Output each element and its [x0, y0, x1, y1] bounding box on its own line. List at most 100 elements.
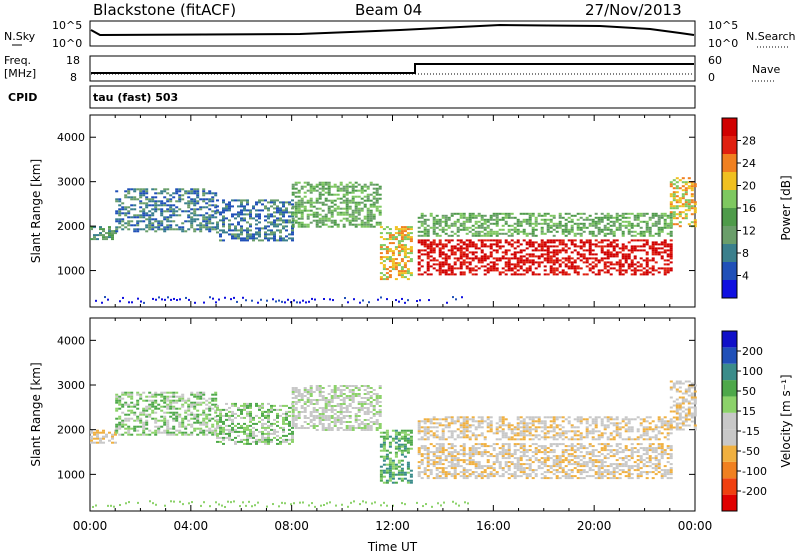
power-cell — [445, 223, 448, 225]
velocity-cell — [541, 473, 544, 475]
power-cell — [258, 199, 261, 201]
power-cell — [556, 259, 559, 261]
velocity-cell — [145, 434, 148, 436]
power-cell — [559, 227, 562, 229]
power-cell — [433, 251, 436, 253]
velocity-cell — [487, 467, 490, 469]
velocity-cell — [520, 445, 523, 447]
velocity-cell — [556, 463, 559, 465]
power-cell — [427, 219, 430, 221]
power-cell — [193, 220, 196, 222]
velocity-cell — [619, 457, 622, 459]
velocity-cell — [252, 419, 255, 421]
power-cell — [544, 215, 547, 217]
power-cell — [604, 265, 607, 267]
power-cell — [568, 239, 571, 241]
power-cell — [598, 219, 601, 221]
velocity-cell — [442, 473, 445, 475]
power-cell — [619, 251, 622, 253]
velocity-cell — [379, 411, 382, 413]
velocity-cell — [181, 398, 184, 400]
power-cell — [634, 217, 637, 219]
velocity-cell — [139, 420, 142, 422]
velocity-cell — [589, 443, 592, 445]
velocity-cell — [565, 459, 568, 461]
power-cell — [469, 263, 472, 265]
velocity-cell — [202, 414, 205, 416]
power-cell — [628, 217, 631, 219]
velocity-cell — [298, 389, 301, 391]
power-cell — [376, 202, 379, 204]
velocity-cell — [436, 451, 439, 453]
power-cell — [565, 271, 568, 273]
velocity-cell — [267, 403, 270, 405]
power-cell — [105, 238, 108, 240]
velocity-cell — [115, 426, 118, 428]
power-cell — [208, 192, 211, 194]
velocity-cell — [130, 406, 133, 408]
velocity-cell — [664, 469, 667, 471]
velocity-cell — [151, 418, 154, 420]
power-cell — [211, 210, 214, 212]
power-cell — [616, 269, 619, 271]
power-cell — [224, 297, 226, 299]
power-cell — [316, 186, 319, 188]
power-cell — [237, 221, 240, 223]
velocity-cell — [346, 421, 349, 423]
velocity-cell — [481, 445, 484, 447]
power-cell — [169, 198, 172, 200]
velocity-cell — [520, 443, 523, 445]
power-cell — [433, 243, 436, 245]
power-cell — [448, 263, 451, 265]
velocity-cell — [505, 465, 508, 467]
power-cell — [502, 245, 505, 247]
velocity-cell — [130, 428, 133, 430]
power-cell — [367, 220, 370, 222]
power-cell — [310, 188, 313, 190]
velocity-cell — [252, 431, 255, 433]
velocity-cell — [316, 387, 319, 389]
velocity-cell — [574, 467, 577, 469]
velocity-cell — [216, 407, 219, 409]
velocity-cell — [478, 451, 481, 453]
power-cell — [508, 261, 511, 263]
velocity-cell — [355, 421, 358, 423]
velocity-cell — [160, 416, 163, 418]
power-cell — [676, 177, 679, 179]
power-cell — [291, 229, 294, 231]
velocity-cell — [211, 418, 214, 420]
velocity-cell — [643, 449, 646, 451]
velocity-cell — [172, 426, 175, 428]
power-cell — [346, 200, 349, 202]
power-cell — [358, 208, 361, 210]
velocity-cell — [553, 473, 556, 475]
power-cell — [222, 229, 225, 231]
power-cell — [240, 217, 243, 219]
velocity-cell — [604, 465, 607, 467]
power-cell — [574, 245, 577, 247]
velocity-cell — [410, 436, 413, 438]
velocity-cell — [550, 465, 553, 467]
power-cell — [404, 234, 407, 236]
power-cell — [457, 229, 460, 231]
power-cell — [163, 210, 166, 212]
velocity-cell — [240, 431, 243, 433]
power-cell — [517, 261, 520, 263]
power-cell — [404, 230, 407, 232]
power-cell — [340, 212, 343, 214]
velocity-cell — [490, 465, 493, 467]
power-cell — [478, 221, 481, 223]
power-cell — [598, 223, 601, 225]
velocity-cell — [389, 464, 392, 466]
power-cell — [667, 233, 670, 235]
power-cell — [544, 265, 547, 267]
power-cell — [637, 213, 640, 215]
velocity-cell — [550, 445, 553, 447]
power-cell — [111, 236, 114, 238]
power-cell — [346, 210, 349, 212]
power-cell — [619, 273, 622, 275]
power-cell — [625, 255, 628, 257]
power-cell — [307, 202, 310, 204]
power-cell — [249, 209, 252, 211]
velocity-cell — [637, 443, 640, 445]
